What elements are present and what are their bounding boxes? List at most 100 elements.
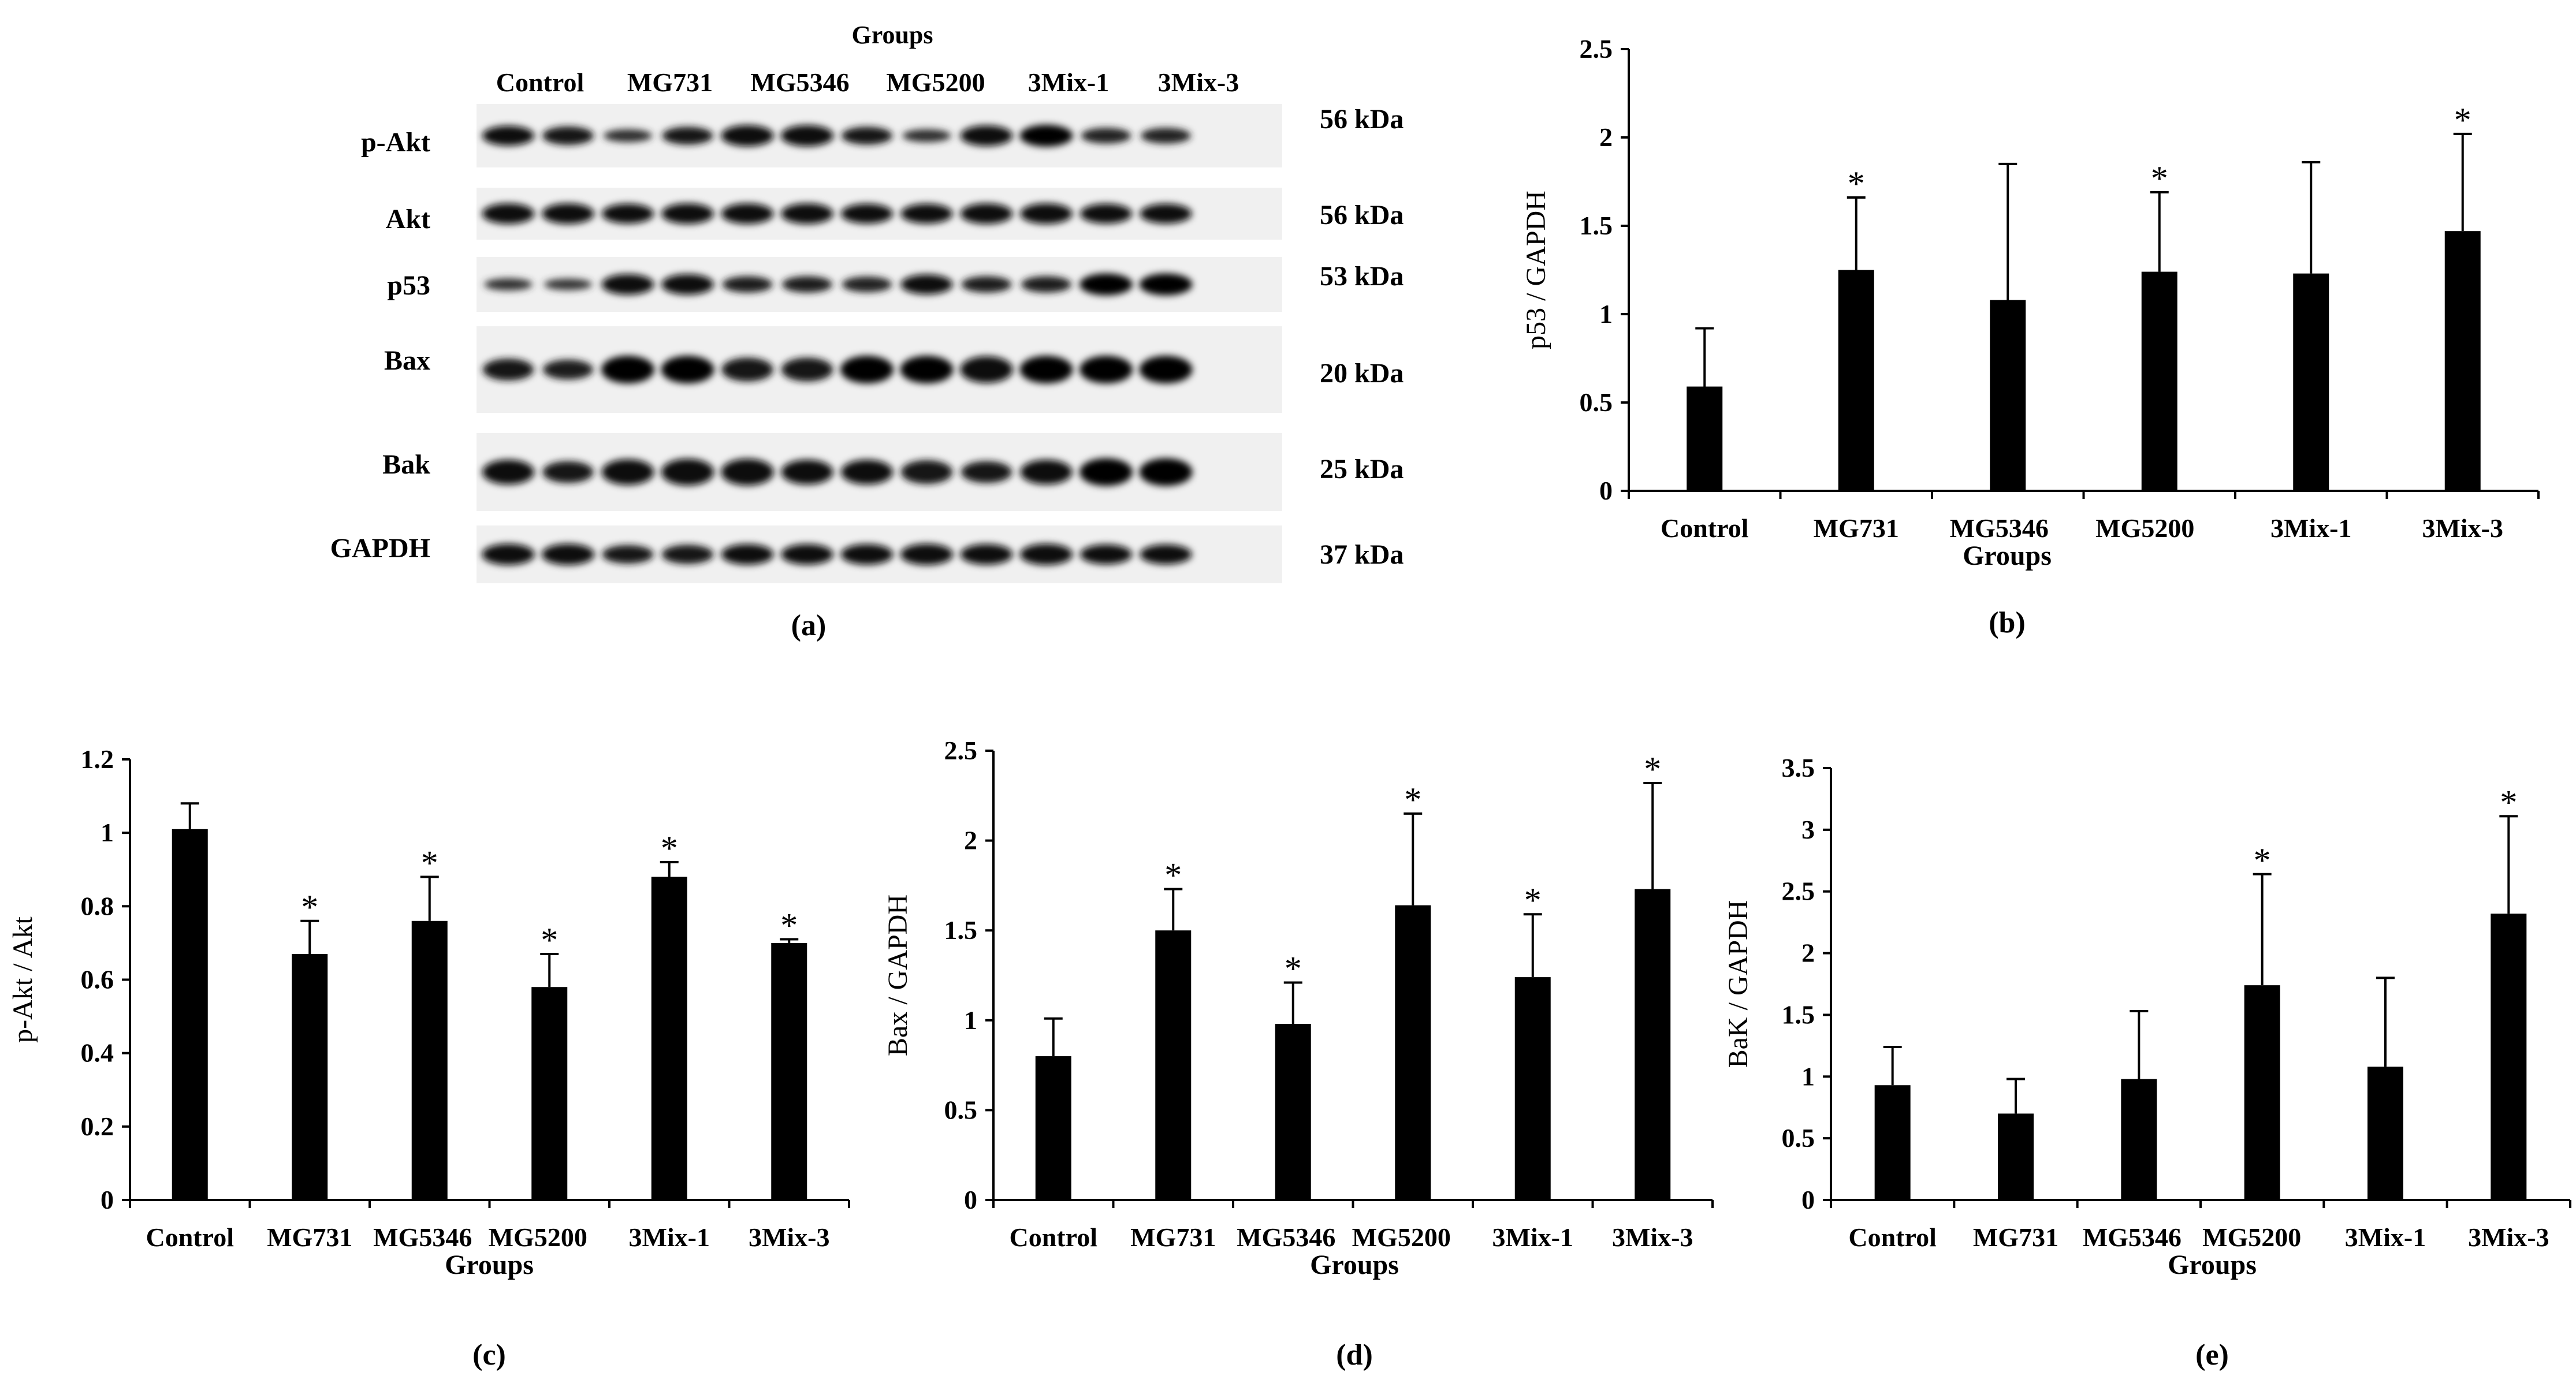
chart-d-panel: 0 0.5 1 1.5 2 2.5 Control * MG731 * MG5346 * MG5200 *… — [855, 710, 1721, 1376]
y-tick-label: 2 — [1801, 938, 1815, 968]
blot-band — [780, 125, 834, 147]
blot-band — [601, 356, 654, 383]
y-tick-label: 0.5 — [944, 1095, 978, 1124]
blot-row-label-bak: Bak — [382, 449, 430, 480]
y-axis-label: p53 / GAPDH — [1521, 191, 1551, 349]
blot-band — [544, 278, 592, 290]
blot-band — [484, 278, 533, 291]
blot-band — [1079, 273, 1133, 296]
bar-mg5346 — [1990, 300, 2026, 491]
blot-band — [661, 356, 714, 383]
x-tick-label-control: Control — [1848, 1223, 1937, 1252]
x-tick-label-mg5346: MG5346 — [1237, 1223, 1335, 1252]
bar-mg5200 — [1395, 905, 1431, 1200]
bar-mg5346 — [411, 920, 448, 1200]
y-tick-label: 1 — [100, 818, 114, 847]
y-tick-label: 0.5 — [1782, 1123, 1815, 1153]
blot-strip-p-akt: p-Akt 56 kDa — [361, 104, 1404, 167]
bar-3mix-3 — [771, 942, 807, 1200]
blot-band — [1079, 458, 1133, 486]
x-tick-label-mg5346: MG5346 — [373, 1223, 472, 1252]
blot-band — [781, 276, 833, 293]
blot-band — [601, 203, 654, 224]
bar-3mix-3 — [1635, 889, 1671, 1200]
blot-band — [1079, 544, 1133, 565]
blot-band — [1139, 458, 1193, 486]
blot-band — [900, 543, 954, 565]
blot-strip-p53: p53 53 kDa — [387, 257, 1404, 312]
blot-band — [781, 544, 833, 565]
p53-gapdh-chart: 0 0.5 1 1.5 2 2.5 Control * MG731 MG5346 * MG5200 3M… — [1521, 34, 2540, 639]
blot-band — [1019, 356, 1073, 383]
blot-band — [601, 274, 654, 295]
significance-mark-mg731: * — [1164, 856, 1182, 895]
blot-size-label: 56 kDa — [1320, 104, 1404, 135]
blot-group-label-3mix-3: 3Mix-3 — [1158, 68, 1239, 97]
blot-band — [721, 203, 774, 224]
x-tick-label-mg5346: MG5346 — [1950, 513, 2049, 543]
blot-row-label-bax: Bax — [384, 345, 430, 376]
blot-band — [1081, 128, 1131, 144]
bar-mg731 — [1838, 270, 1874, 491]
blot-band — [482, 125, 535, 146]
blot-band — [1079, 356, 1133, 383]
x-tick-label-control: Control — [146, 1223, 234, 1252]
blot-band — [902, 129, 951, 143]
blot-row-label-p-akt: p-Akt — [361, 127, 430, 158]
x-tick-label-control: Control — [1661, 513, 1749, 543]
blot-band — [542, 203, 594, 224]
blot-band — [781, 357, 833, 382]
x-tick-label-3mix-3: 3Mix-3 — [749, 1223, 830, 1252]
x-axis-label: Groups — [445, 1250, 534, 1280]
blot-size-label: 53 kDa — [1320, 261, 1404, 292]
significance-mark-mg5200: * — [1404, 781, 1421, 819]
blot-band — [601, 459, 654, 485]
plot-area: 0 0.2 0.4 0.6 0.8 1 1.2 Control * MG731 * MG5346 * MG… — [81, 744, 850, 1252]
blot-band — [1141, 128, 1191, 144]
x-tick-label-3mix-3: 3Mix-3 — [2422, 513, 2503, 543]
bar-mg5200 — [2244, 985, 2280, 1200]
bax-gapdh-chart: 0 0.5 1 1.5 2 2.5 Control * MG731 * MG5346 * MG5200 *… — [883, 736, 1714, 1371]
x-tick-label-mg731: MG731 — [267, 1223, 352, 1252]
bar-control — [1874, 1085, 1911, 1200]
x-tick-label-3mix-1: 3Mix-1 — [2345, 1223, 2426, 1252]
significance-mark-mg5200: * — [2254, 841, 2271, 879]
panel-label: (c) — [472, 1339, 506, 1371]
y-tick-label: 1.2 — [81, 744, 114, 774]
blot-figure: Groups Control MG731 MG5346 MG5200 3Mix-1 3Mi… — [330, 21, 1404, 642]
blot-row-label-akt: Akt — [386, 204, 430, 234]
blot-panel: Groups Control MG731 MG5346 MG5200 3Mix-1 3Mi… — [0, 0, 1479, 653]
bar-mg5200 — [531, 987, 568, 1200]
significance-mark-3mix-1: * — [1524, 881, 1542, 919]
significance-mark-mg5346: * — [1285, 949, 1302, 987]
significance-mark-mg5200: * — [541, 921, 558, 959]
blot-band — [960, 125, 1013, 146]
x-tick-label-3mix-3: 3Mix-3 — [2468, 1223, 2549, 1252]
x-tick-label-mg731: MG731 — [1973, 1223, 2058, 1252]
blot-group-label-control: Control — [496, 68, 585, 97]
blot-panel-label: (a) — [791, 609, 827, 642]
bar-mg5346 — [1275, 1024, 1311, 1200]
blot-band — [841, 126, 893, 145]
bar-3mix-1 — [2293, 273, 2329, 491]
bar-3mix-3 — [2444, 231, 2481, 491]
blot-band — [1140, 544, 1192, 565]
y-tick-label: 0.8 — [81, 891, 114, 920]
bar-control — [172, 829, 208, 1200]
y-tick-label: 3.5 — [1782, 753, 1815, 782]
blot-band — [482, 203, 535, 224]
blot-band — [661, 545, 714, 564]
blot-band — [661, 203, 714, 224]
blot-band — [840, 544, 894, 565]
blot-band — [722, 276, 773, 293]
blot-band — [842, 276, 892, 293]
blot-band — [1140, 203, 1192, 224]
significance-mark-3mix-3: * — [2454, 101, 2471, 139]
significance-mark-3mix-3: * — [2500, 783, 2517, 821]
bar-3mix-3 — [2491, 914, 2527, 1200]
blot-strip-akt: Akt 56 kDa — [386, 188, 1404, 240]
blot-band — [1139, 273, 1193, 296]
blot-size-label: 25 kDa — [1320, 454, 1404, 484]
blot-band — [1019, 125, 1073, 147]
y-tick-label: 1.5 — [944, 915, 978, 945]
